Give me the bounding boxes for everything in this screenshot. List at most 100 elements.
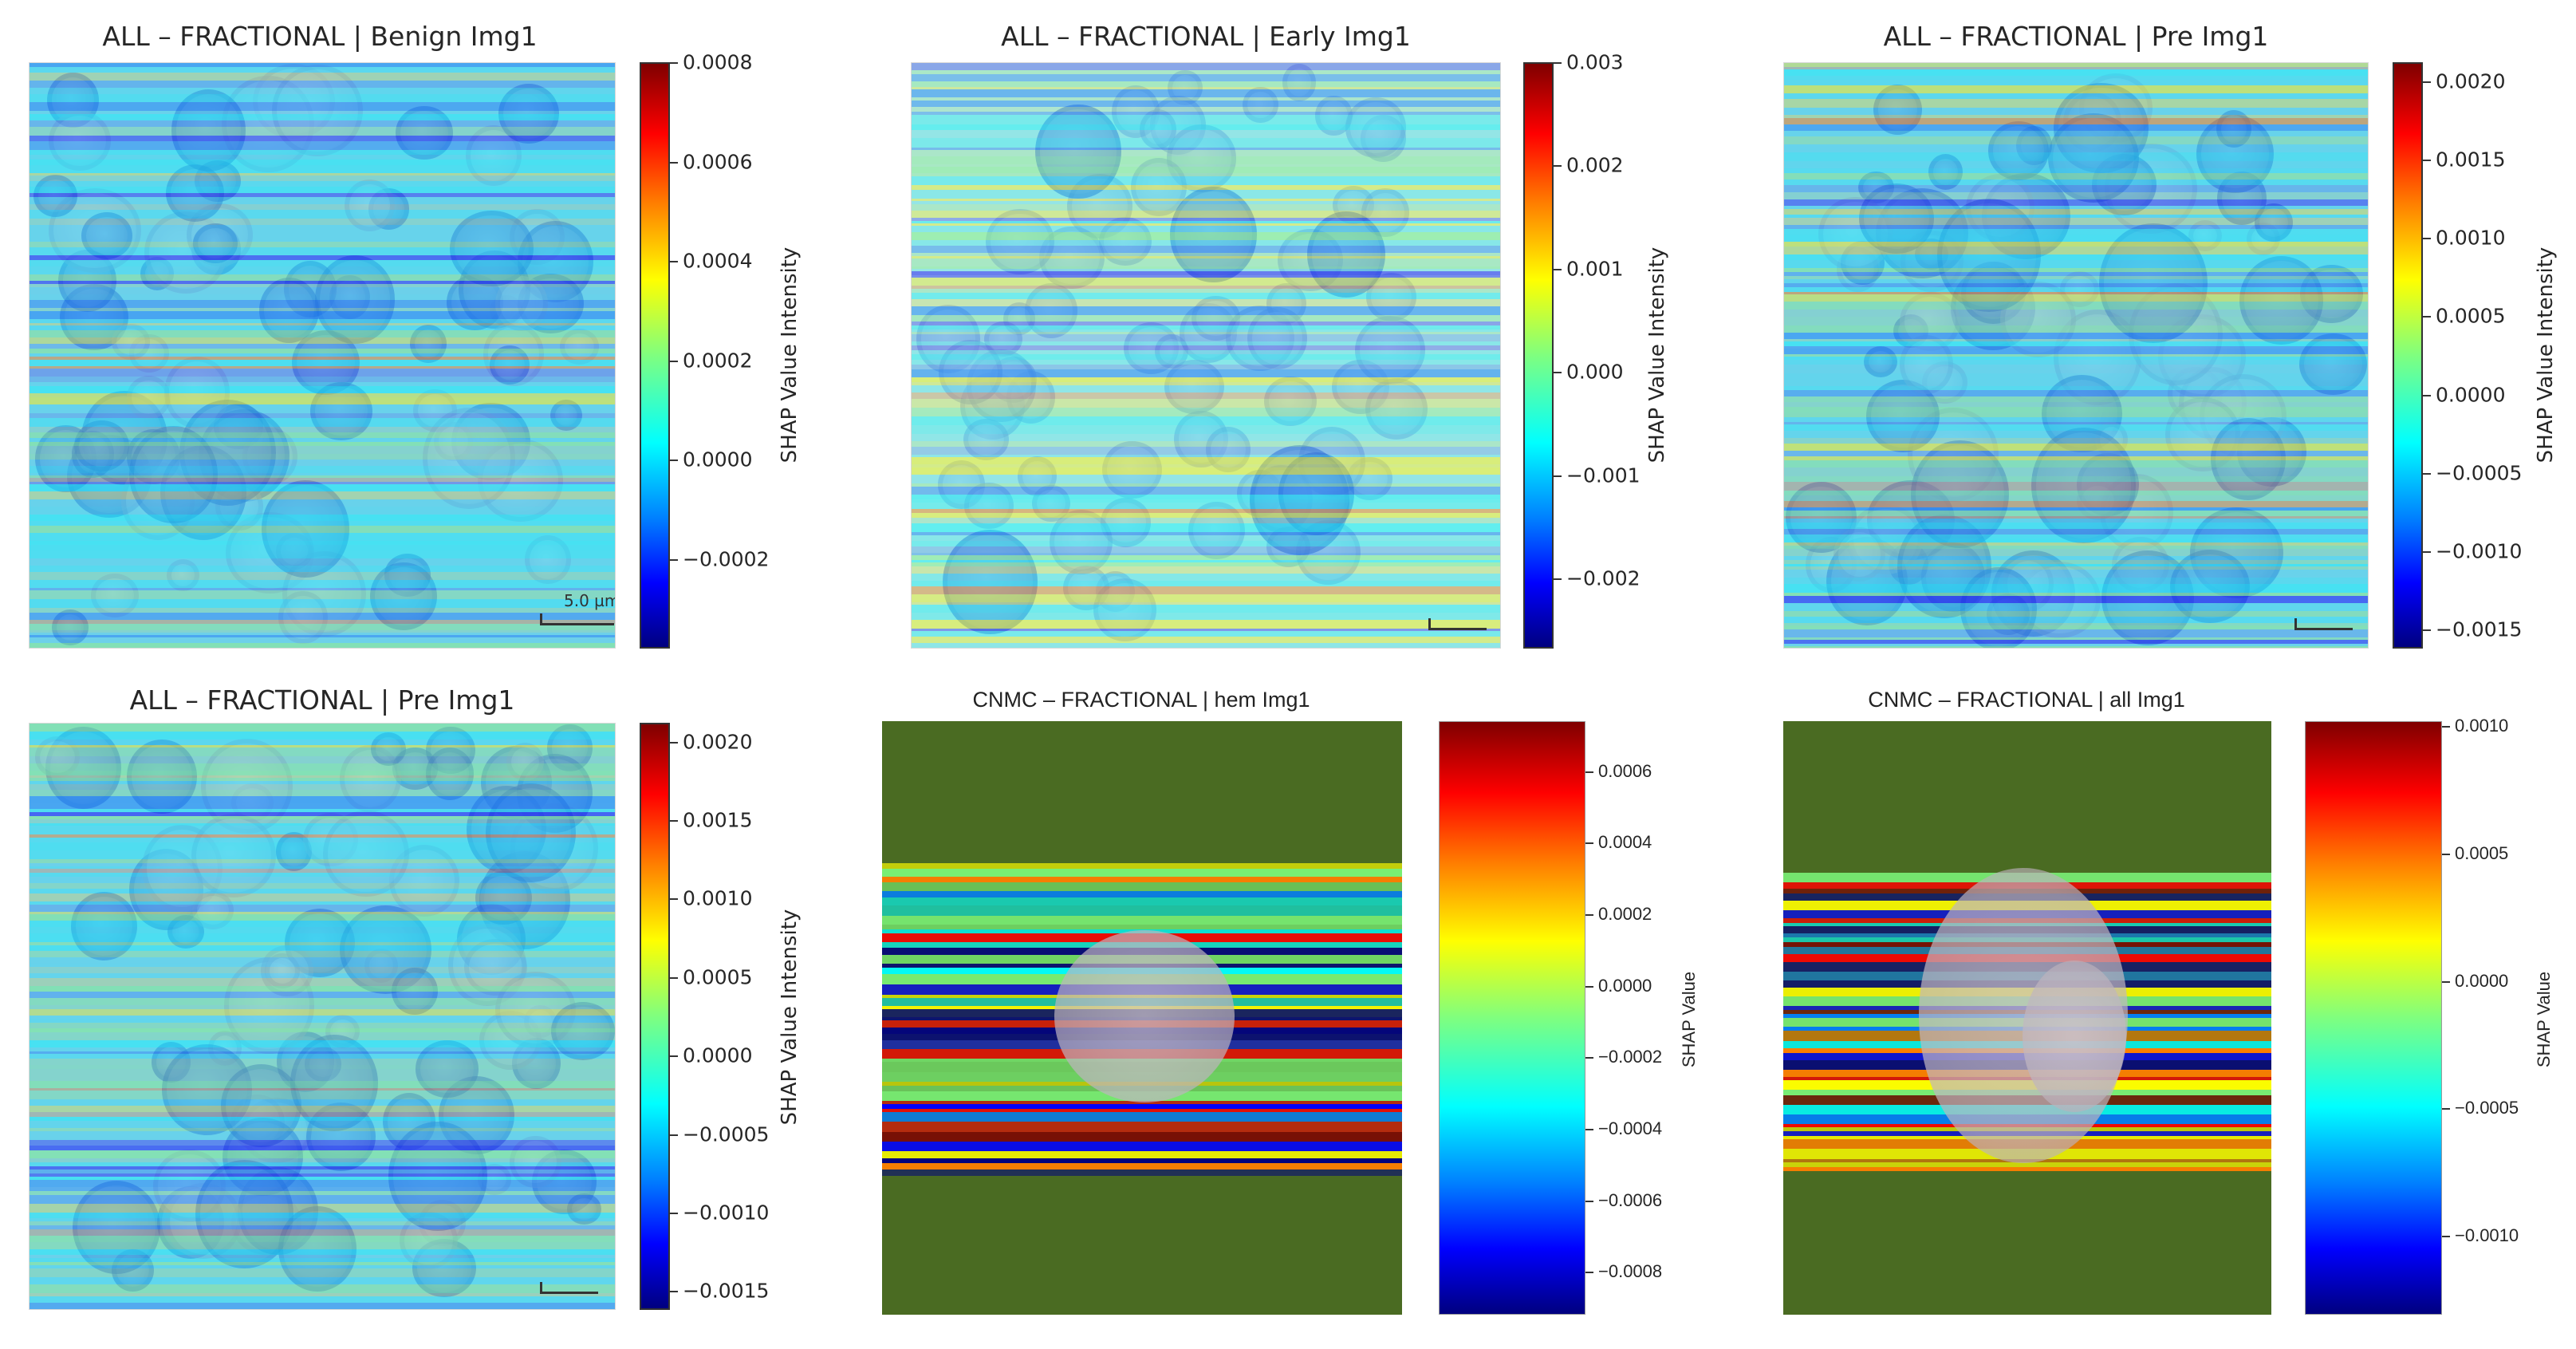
colorbar-tick-label: −0.0008 xyxy=(1598,1261,1663,1282)
colorbar-tick xyxy=(670,1055,678,1058)
shap-band xyxy=(1784,422,2368,424)
shap-band xyxy=(30,1258,615,1262)
shap-band xyxy=(912,532,1500,535)
shap-band xyxy=(30,905,615,912)
shap-band xyxy=(30,816,615,819)
blood-cell xyxy=(426,747,475,801)
colorbar-tick xyxy=(670,820,678,822)
shap-band xyxy=(882,891,1402,897)
blood-cell xyxy=(506,742,545,782)
shap-band xyxy=(912,256,1500,258)
shap-band xyxy=(912,553,1500,555)
shap-band xyxy=(30,141,615,150)
shap-band xyxy=(1784,431,2368,438)
shap-band xyxy=(882,916,1402,925)
shap-band xyxy=(912,377,1500,382)
shap-band xyxy=(30,1091,615,1099)
shap-band xyxy=(912,620,1500,629)
shap-band xyxy=(30,550,615,558)
shap-band xyxy=(912,523,1500,532)
shap-band xyxy=(30,1158,615,1162)
shap-band xyxy=(912,503,1500,509)
blood-cell xyxy=(1099,216,1152,266)
shap-band xyxy=(30,784,615,790)
shap-band xyxy=(1784,85,2368,93)
shap-band xyxy=(1784,491,2368,495)
shap-band xyxy=(30,1076,615,1081)
colorbar-tick-label: 0.0010 xyxy=(2436,226,2506,250)
blood-cell xyxy=(290,1034,378,1131)
shap-band xyxy=(30,330,615,337)
colorbar-tick-label: 0.0000 xyxy=(683,448,753,471)
shap-band xyxy=(912,289,1500,293)
shap-band xyxy=(30,67,615,73)
colorbar-tick-label: 0.001 xyxy=(1566,257,1624,281)
colorbar-tick-label: −0.0015 xyxy=(683,1279,770,1303)
colorbar-tick xyxy=(2442,1236,2450,1237)
shap-band xyxy=(882,1112,1402,1122)
shap-band xyxy=(30,1140,615,1146)
blood-cell xyxy=(567,1193,602,1225)
shap-band xyxy=(1784,339,2368,341)
shap-band xyxy=(30,1023,615,1028)
shap-band xyxy=(912,574,1500,581)
shap-band xyxy=(30,1236,615,1242)
shap-band xyxy=(30,883,615,889)
shap-band xyxy=(30,826,615,834)
colorbar-tick xyxy=(1585,914,1593,917)
cell-layer xyxy=(912,63,1500,648)
shap-band xyxy=(912,354,1500,360)
shap-band xyxy=(912,226,1500,232)
shap-band xyxy=(30,136,615,141)
colorbar-tick-label: −0.0002 xyxy=(1598,1047,1663,1067)
blood-cell xyxy=(51,609,89,646)
colorbar-tick xyxy=(2423,81,2431,83)
cell-layer xyxy=(30,63,615,648)
shap-band xyxy=(912,315,1500,321)
colorbar-tick-label: 0.0006 xyxy=(1598,760,1652,781)
shap-band xyxy=(30,608,615,613)
colorbar-tick-label: 0.0015 xyxy=(683,808,753,832)
colorbar-tick-label: −0.0010 xyxy=(2436,539,2523,563)
shap-band xyxy=(30,1016,615,1019)
shap-band xyxy=(30,181,615,187)
shap-band xyxy=(1784,451,2368,456)
shap-band xyxy=(30,127,615,136)
shap-band xyxy=(1784,346,2368,349)
shap-band xyxy=(30,484,615,491)
blood-cell xyxy=(1278,452,1355,536)
shap-band xyxy=(1784,501,2368,507)
shap-band xyxy=(30,850,615,859)
shap-band xyxy=(882,1158,1402,1163)
shap-band xyxy=(30,475,615,478)
colorbar-tick-label: 0.0000 xyxy=(2455,970,2509,991)
shap-band xyxy=(30,165,615,173)
panel-title: CNMC – FRACTIONAL | all Img1 xyxy=(1868,688,2185,712)
panel-title: ALL – FRACTIONAL | Early Img1 xyxy=(1001,21,1411,52)
shap-band xyxy=(30,1088,615,1091)
shap-band xyxy=(912,190,1500,199)
shap-band xyxy=(882,1109,1402,1112)
shap-band xyxy=(30,1162,615,1166)
blood-cell xyxy=(486,783,576,883)
shap-band xyxy=(912,566,1500,574)
shap-band xyxy=(30,1121,615,1128)
shap-band xyxy=(912,275,1500,278)
shap-band xyxy=(30,1106,615,1112)
shap-band xyxy=(912,325,1500,329)
shap-band xyxy=(1784,542,2368,546)
blood-cell xyxy=(509,1135,561,1188)
shap-band xyxy=(30,633,615,635)
colorbar-tick xyxy=(1554,165,1562,168)
shap-band xyxy=(1784,611,2368,617)
shap-band xyxy=(1784,349,2368,354)
shap-band xyxy=(912,457,1500,464)
shap-band xyxy=(30,732,615,740)
shap-band xyxy=(30,1229,615,1236)
colorbar-tick-label: 0.0002 xyxy=(683,349,753,373)
panel-title: ALL – FRACTIONAL | Benign Img1 xyxy=(102,21,538,52)
shap-band xyxy=(30,863,615,866)
shap-band xyxy=(30,63,615,67)
shap-band xyxy=(912,602,1500,605)
shap-band xyxy=(912,221,1500,223)
